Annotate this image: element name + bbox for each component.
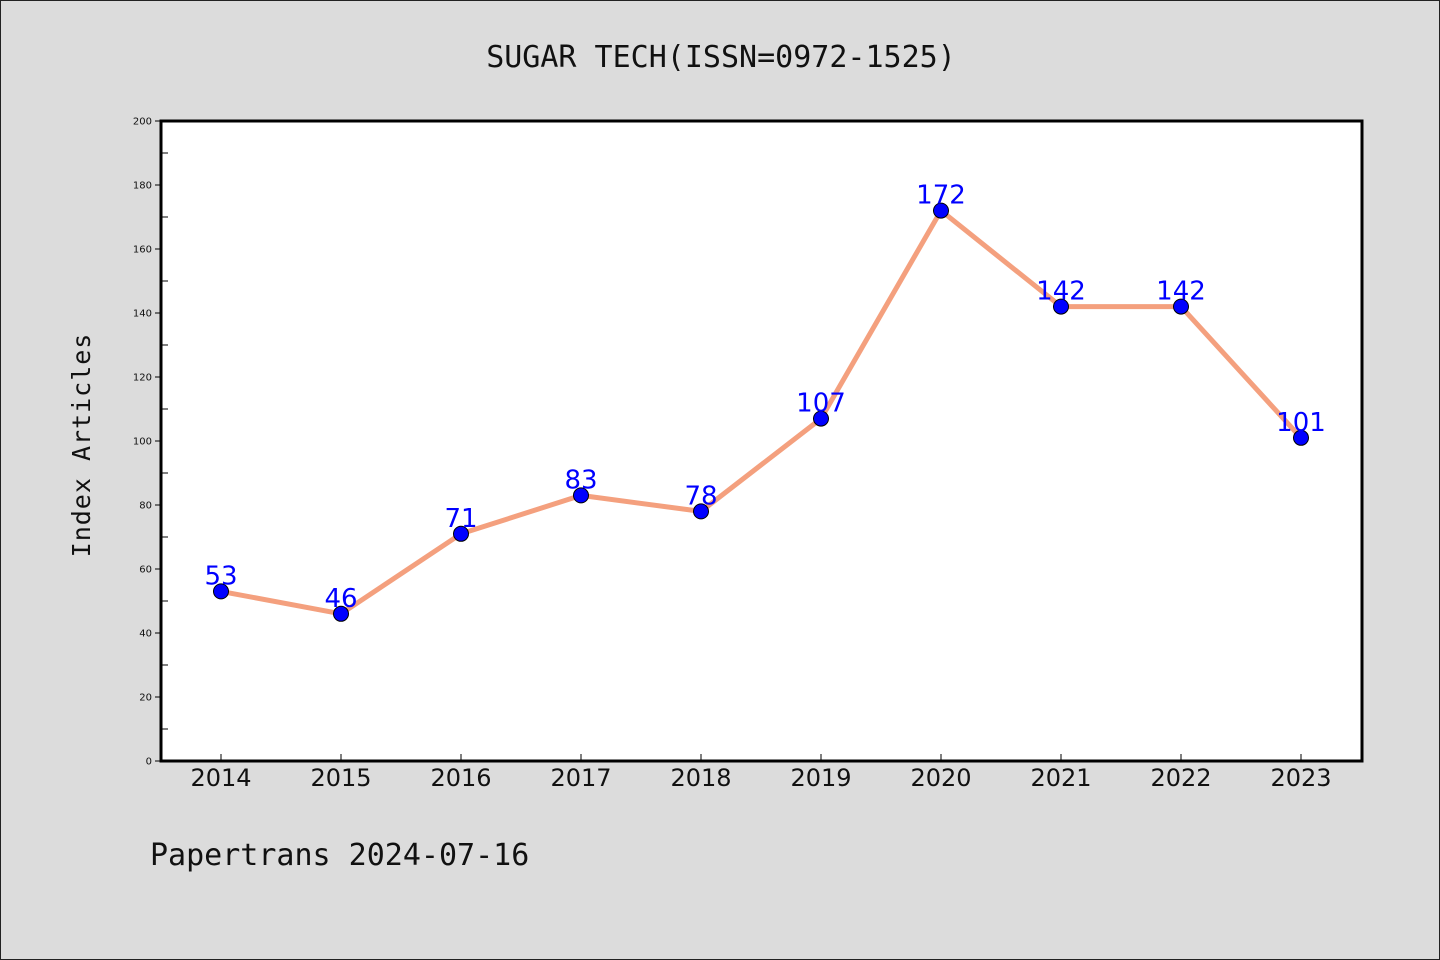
series-line (218, 208, 1304, 617)
x-tick-label-2014: 2014 (190, 764, 251, 792)
data-point-2017 (573, 487, 589, 504)
y-tick-label: 120 (133, 373, 152, 384)
data-label-2020: 172 (916, 181, 966, 211)
y-tick-label: 140 (133, 309, 152, 320)
data-point-2023 (1293, 429, 1309, 446)
data-point-2019 (813, 410, 829, 427)
data-point-2015 (333, 605, 349, 622)
y-tick-label: 100 (133, 437, 152, 448)
data-label-2017: 83 (564, 465, 597, 495)
data-point-2021 (1053, 298, 1069, 315)
y-tick-label: 160 (133, 245, 152, 256)
data-label-2023: 101 (1276, 408, 1326, 438)
y-tick-label: 60 (139, 565, 152, 576)
data-label-2015: 46 (324, 584, 357, 614)
data-point-2022 (1173, 298, 1189, 315)
data-point-2014 (213, 583, 229, 600)
x-axis: 2014 2015 2016 2017 2018 2019 2020 2021 2022 2023 (190, 754, 1332, 792)
x-tick-label-2021: 2021 (1030, 764, 1091, 792)
plot-frame (159, 119, 1364, 763)
data-labels: 53 46 71 83 78 107 172 142 142 101 (204, 181, 1325, 614)
x-tick-label-2020: 2020 (910, 764, 971, 792)
y-tick-label: 180 (133, 181, 152, 192)
data-label-2014: 53 (204, 561, 237, 591)
x-tick-label-2018: 2018 (670, 764, 731, 792)
plot-area (161, 121, 1362, 761)
y-tick-label: 0 (146, 757, 152, 768)
x-tick-label-2015: 2015 (310, 764, 371, 792)
y-axis-label: Index Articles (67, 333, 96, 558)
x-tick-label-2022: 2022 (1150, 764, 1211, 792)
data-point-2016 (453, 525, 469, 542)
y-tick-label: 40 (139, 629, 152, 640)
x-tick-label-2016: 2016 (430, 764, 491, 792)
data-label-2016: 71 (444, 504, 477, 534)
data-point-2020 (933, 202, 949, 219)
x-tick-label-2019: 2019 (790, 764, 851, 792)
data-label-2022: 142 (1156, 277, 1206, 307)
y-tick-label: 20 (139, 693, 152, 704)
chart-title: SUGAR TECH(ISSN=0972-1525) (486, 40, 956, 75)
y-tick-label: 200 (133, 117, 152, 128)
x-tick-label-2017: 2017 (550, 764, 611, 792)
footer-watermark: Papertrans 2024-07-16 (150, 838, 529, 873)
series-index-articles (213, 202, 1309, 622)
y-tick-label: 80 (139, 501, 152, 512)
x-tick-label-2023: 2023 (1270, 764, 1331, 792)
data-point-2018 (693, 503, 709, 520)
data-label-2021: 142 (1036, 277, 1086, 307)
data-label-2019: 107 (796, 389, 846, 419)
data-label-2018: 78 (684, 481, 717, 511)
